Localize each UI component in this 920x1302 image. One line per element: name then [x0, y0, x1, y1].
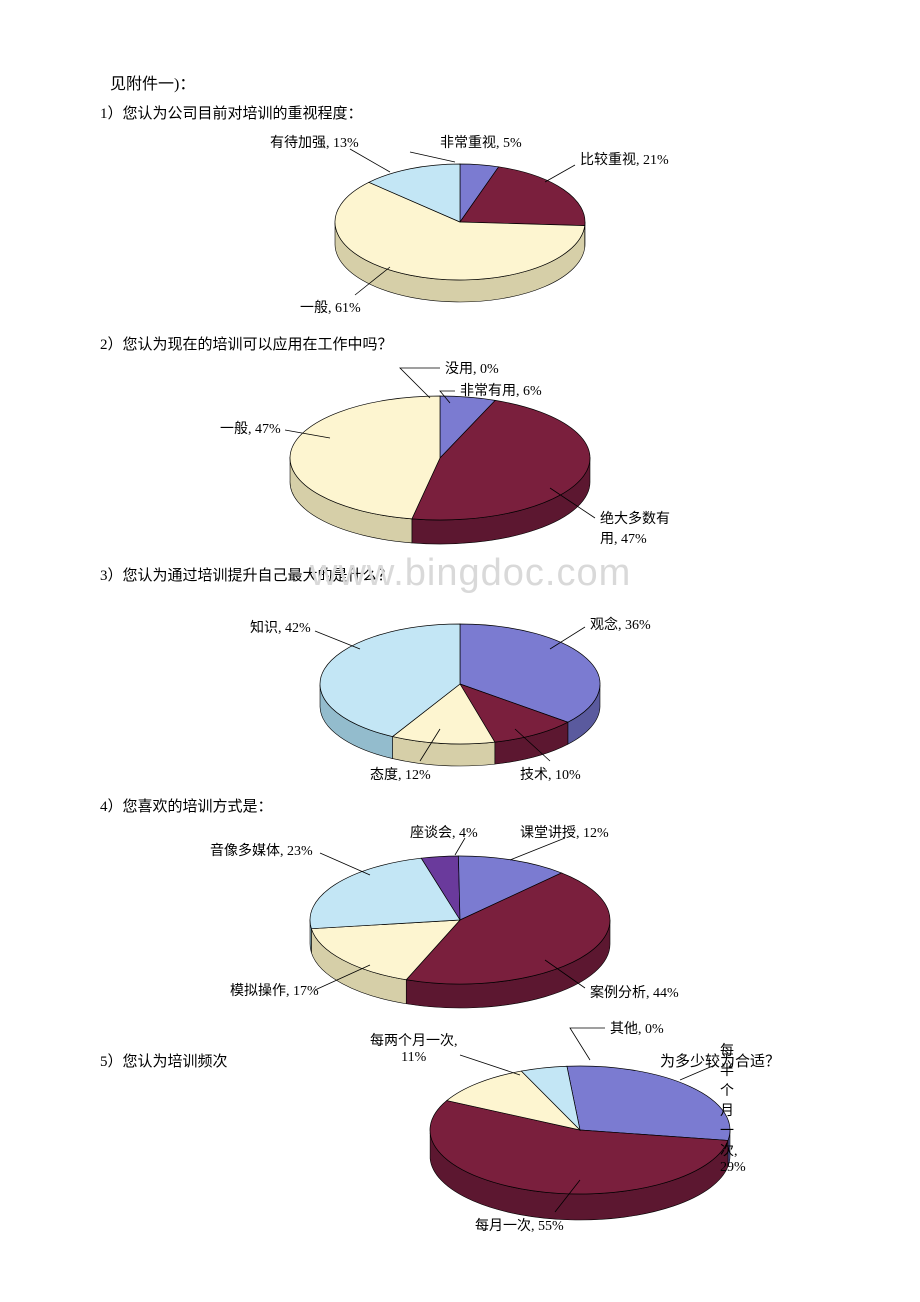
pie-label: 模拟操作, 17%: [230, 980, 319, 1000]
q4-chart: 座谈会, 4% 课堂讲授, 12% 案例分析, 44% 模拟操作, 17% 音像多媒体,…: [100, 820, 820, 1020]
pie-label: 技术, 10%: [520, 764, 581, 784]
pie-label: 每两个月一次,11%: [370, 1030, 458, 1066]
q2-chart: 没用, 0%非常有用, 6% 绝大多数有用, 47% 一般, 47%: [100, 358, 820, 558]
pie-label: 没用, 0%: [445, 358, 499, 378]
pie-label: 态度, 12%: [370, 764, 431, 784]
intro-text: 见附件一)：: [110, 70, 820, 94]
q5-chart: 其他, 0%每半个月一次,29%每月一次, 55%每两个月一次,11%: [260, 1020, 660, 1250]
q3-chart: 观念, 36% 技术, 10% 态度, 12% 知识, 42%: [100, 589, 820, 789]
q1-chart: 非常重视, 5% 比较重视, 21% 一般, 61% 有待加强, 13%: [100, 127, 820, 327]
pie-label: 一般, 61%: [300, 297, 361, 317]
q5-title-left: 5）您认为培训频次: [100, 1020, 260, 1071]
pie-label: 比较重视, 21%: [580, 149, 669, 169]
pie-label: 观念, 36%: [590, 614, 651, 634]
pie-label: 知识, 42%: [250, 617, 311, 637]
pie-label: 非常重视, 5%: [440, 132, 522, 152]
pie-label: 每半个月一次,29%: [720, 1040, 746, 1176]
q2-title: 2）您认为现在的培训可以应用在工作中吗？: [100, 333, 820, 354]
q5-row: 5）您认为培训频次 其他, 0% 每半个月一次,29% 每月一次, 55% 每两个月一…: [100, 1020, 820, 1250]
pie-label: 其他, 0%: [610, 1018, 664, 1038]
pie-label: 课堂讲授, 12%: [520, 822, 609, 842]
pie-label: 一般, 47%: [220, 418, 281, 438]
pie-label: 座谈会, 4%: [410, 822, 478, 842]
pie-label: 非常有用, 6%: [460, 380, 542, 400]
pie-label: 案例分析, 44%: [590, 982, 679, 1002]
q1-title: 1）您认为公司目前对培训的重视程度：: [100, 102, 820, 123]
page: 见附件一)： 1）您认为公司目前对培训的重视程度： 非常重视, 5% 比较重视, …: [0, 0, 920, 1290]
q4-title: 4）您喜欢的培训方式是：: [100, 795, 820, 816]
pie-label: 有待加强, 13%: [270, 132, 359, 152]
pie-label: 每月一次, 55%: [475, 1215, 564, 1235]
pie-label: 音像多媒体, 23%: [210, 840, 313, 860]
pie-label: 绝大多数有用, 47%: [600, 508, 670, 548]
